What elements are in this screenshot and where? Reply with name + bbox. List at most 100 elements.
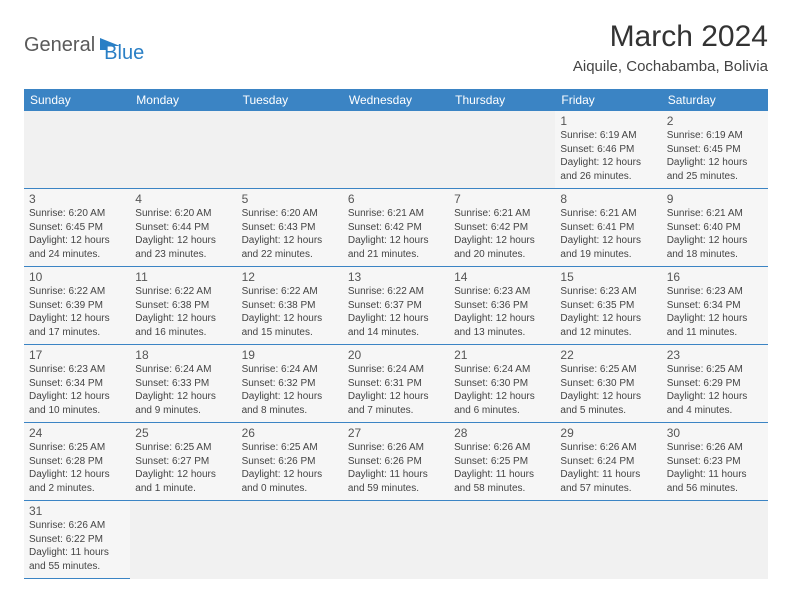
day-detail-line: Sunset: 6:32 PM: [242, 377, 338, 391]
day-number: 24: [29, 426, 125, 440]
calendar-week-row: 24Sunrise: 6:25 AMSunset: 6:28 PMDayligh…: [24, 423, 768, 501]
day-detail-line: Daylight: 12 hours: [667, 234, 763, 248]
day-detail-line: Daylight: 12 hours: [242, 390, 338, 404]
day-number: 6: [348, 192, 444, 206]
calendar-day-cell: 11Sunrise: 6:22 AMSunset: 6:38 PMDayligh…: [130, 267, 236, 345]
day-number: 18: [135, 348, 231, 362]
day-detail-line: Sunset: 6:30 PM: [560, 377, 656, 391]
day-detail-line: and 6 minutes.: [454, 404, 550, 418]
calendar-day-cell: 9Sunrise: 6:21 AMSunset: 6:40 PMDaylight…: [662, 189, 768, 267]
day-detail-line: Sunrise: 6:26 AM: [29, 519, 125, 533]
day-detail-line: Sunrise: 6:21 AM: [667, 207, 763, 221]
calendar-day-cell: 23Sunrise: 6:25 AMSunset: 6:29 PMDayligh…: [662, 345, 768, 423]
day-detail-line: Sunset: 6:34 PM: [667, 299, 763, 313]
day-detail-line: and 11 minutes.: [667, 326, 763, 340]
day-detail-line: Sunrise: 6:25 AM: [560, 363, 656, 377]
day-detail-line: and 9 minutes.: [135, 404, 231, 418]
weekday-header: Saturday: [662, 89, 768, 111]
day-number: 19: [242, 348, 338, 362]
calendar-day-cell: [555, 501, 661, 579]
day-detail-line: Daylight: 12 hours: [135, 468, 231, 482]
day-number: 26: [242, 426, 338, 440]
calendar-day-cell: 15Sunrise: 6:23 AMSunset: 6:35 PMDayligh…: [555, 267, 661, 345]
day-detail-line: Daylight: 12 hours: [135, 312, 231, 326]
day-detail-line: Sunset: 6:31 PM: [348, 377, 444, 391]
day-number: 16: [667, 270, 763, 284]
day-detail-line: Sunset: 6:44 PM: [135, 221, 231, 235]
day-detail-line: Sunset: 6:29 PM: [667, 377, 763, 391]
day-detail-line: Daylight: 12 hours: [560, 312, 656, 326]
day-number: 20: [348, 348, 444, 362]
day-detail-line: and 13 minutes.: [454, 326, 550, 340]
day-detail-line: Sunset: 6:22 PM: [29, 533, 125, 547]
day-detail-line: Sunset: 6:26 PM: [348, 455, 444, 469]
day-detail-line: Sunset: 6:42 PM: [454, 221, 550, 235]
day-detail-line: Daylight: 11 hours: [560, 468, 656, 482]
day-detail-line: Sunrise: 6:24 AM: [454, 363, 550, 377]
calendar-day-cell: 3Sunrise: 6:20 AMSunset: 6:45 PMDaylight…: [24, 189, 130, 267]
calendar-day-cell: 30Sunrise: 6:26 AMSunset: 6:23 PMDayligh…: [662, 423, 768, 501]
calendar-day-cell: 4Sunrise: 6:20 AMSunset: 6:44 PMDaylight…: [130, 189, 236, 267]
day-detail-line: Sunrise: 6:19 AM: [667, 129, 763, 143]
day-detail-line: Sunset: 6:43 PM: [242, 221, 338, 235]
calendar-week-row: 10Sunrise: 6:22 AMSunset: 6:39 PMDayligh…: [24, 267, 768, 345]
day-number: 25: [135, 426, 231, 440]
day-detail-line: and 1 minute.: [135, 482, 231, 496]
calendar-day-cell: 12Sunrise: 6:22 AMSunset: 6:38 PMDayligh…: [237, 267, 343, 345]
day-number: 4: [135, 192, 231, 206]
day-detail-line: and 8 minutes.: [242, 404, 338, 418]
day-detail-line: Sunset: 6:42 PM: [348, 221, 444, 235]
title-block: March 2024 Aiquile, Cochabamba, Bolivia: [573, 20, 768, 75]
calendar-day-cell: 24Sunrise: 6:25 AMSunset: 6:28 PMDayligh…: [24, 423, 130, 501]
day-number: 11: [135, 270, 231, 284]
day-detail-line: and 26 minutes.: [560, 170, 656, 184]
calendar-table: Sunday Monday Tuesday Wednesday Thursday…: [24, 89, 768, 579]
day-detail-line: Sunrise: 6:25 AM: [29, 441, 125, 455]
day-detail-line: and 16 minutes.: [135, 326, 231, 340]
day-detail-line: Daylight: 12 hours: [135, 234, 231, 248]
day-detail-line: and 7 minutes.: [348, 404, 444, 418]
day-detail-line: Daylight: 12 hours: [348, 234, 444, 248]
day-detail-line: Sunrise: 6:24 AM: [348, 363, 444, 377]
day-number: 23: [667, 348, 763, 362]
day-number: 14: [454, 270, 550, 284]
day-detail-line: and 4 minutes.: [667, 404, 763, 418]
calendar-day-cell: 19Sunrise: 6:24 AMSunset: 6:32 PMDayligh…: [237, 345, 343, 423]
day-number: 12: [242, 270, 338, 284]
day-detail-line: Sunset: 6:45 PM: [667, 143, 763, 157]
day-detail-line: and 25 minutes.: [667, 170, 763, 184]
weekday-header: Monday: [130, 89, 236, 111]
day-number: 15: [560, 270, 656, 284]
calendar-day-cell: [24, 111, 130, 189]
day-detail-line: Sunrise: 6:22 AM: [29, 285, 125, 299]
calendar-week-row: 1Sunrise: 6:19 AMSunset: 6:46 PMDaylight…: [24, 111, 768, 189]
calendar-day-cell: [449, 501, 555, 579]
day-detail-line: Daylight: 11 hours: [29, 546, 125, 560]
day-detail-line: Sunset: 6:38 PM: [242, 299, 338, 313]
day-detail-line: and 14 minutes.: [348, 326, 444, 340]
day-number: 1: [560, 114, 656, 128]
calendar-day-cell: 20Sunrise: 6:24 AMSunset: 6:31 PMDayligh…: [343, 345, 449, 423]
day-number: 29: [560, 426, 656, 440]
day-detail-line: Sunrise: 6:22 AM: [135, 285, 231, 299]
day-number: 13: [348, 270, 444, 284]
day-detail-line: and 15 minutes.: [242, 326, 338, 340]
day-detail-line: Sunset: 6:23 PM: [667, 455, 763, 469]
calendar-week-row: 31Sunrise: 6:26 AMSunset: 6:22 PMDayligh…: [24, 501, 768, 579]
calendar-day-cell: 13Sunrise: 6:22 AMSunset: 6:37 PMDayligh…: [343, 267, 449, 345]
day-detail-line: Sunrise: 6:23 AM: [29, 363, 125, 377]
day-detail-line: and 0 minutes.: [242, 482, 338, 496]
day-detail-line: and 23 minutes.: [135, 248, 231, 262]
day-detail-line: Daylight: 12 hours: [667, 390, 763, 404]
day-detail-line: Sunset: 6:24 PM: [560, 455, 656, 469]
weekday-header: Tuesday: [237, 89, 343, 111]
day-detail-line: Daylight: 12 hours: [29, 312, 125, 326]
day-detail-line: Sunrise: 6:20 AM: [29, 207, 125, 221]
day-detail-line: Daylight: 12 hours: [242, 234, 338, 248]
day-detail-line: and 59 minutes.: [348, 482, 444, 496]
day-detail-line: Sunset: 6:37 PM: [348, 299, 444, 313]
day-detail-line: Sunrise: 6:23 AM: [560, 285, 656, 299]
day-detail-line: Daylight: 11 hours: [454, 468, 550, 482]
day-detail-line: and 20 minutes.: [454, 248, 550, 262]
day-detail-line: Sunrise: 6:23 AM: [454, 285, 550, 299]
